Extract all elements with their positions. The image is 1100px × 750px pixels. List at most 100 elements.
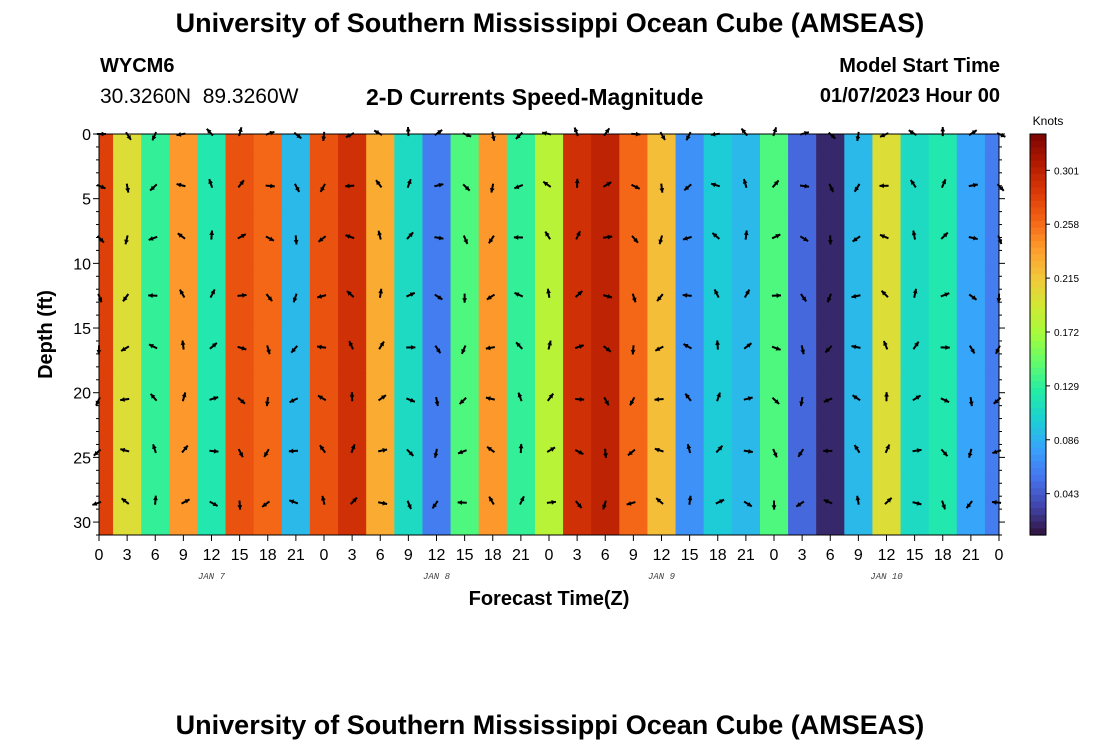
- current-arrow: [800, 293, 808, 302]
- x-tick-label: 15: [681, 547, 699, 564]
- current-arrow: [602, 294, 613, 299]
- heat-cell: [591, 134, 620, 161]
- colorbar-segment: [1030, 180, 1046, 189]
- current-arrow: [176, 182, 186, 188]
- x-tick-label: 15: [456, 547, 474, 564]
- current-arrow: [544, 231, 551, 240]
- current-arrow: [965, 500, 973, 509]
- current-arrow: [603, 448, 608, 458]
- current-arrow: [655, 497, 664, 505]
- colorbar-segment: [1030, 240, 1046, 249]
- colorbar-segment: [1030, 361, 1046, 369]
- current-arrow: [431, 500, 439, 509]
- heat-cell: [675, 266, 705, 323]
- current-arrow: [715, 340, 720, 350]
- heat-cell: [816, 476, 845, 536]
- current-arrow: [462, 235, 469, 245]
- current-arrow: [743, 230, 749, 240]
- current-arrow: [151, 131, 158, 141]
- x-tick-label: 12: [428, 547, 446, 564]
- x-tick-label: 3: [573, 547, 582, 564]
- colorbar-segment: [1030, 194, 1046, 202]
- current-arrow: [349, 392, 355, 402]
- heat-cell: [591, 266, 620, 323]
- heat-cell: [253, 266, 283, 323]
- heat-cell: [984, 476, 1000, 536]
- current-arrow: [799, 235, 809, 242]
- current-arrow: [627, 448, 636, 457]
- colorbar-segment: [1030, 174, 1046, 182]
- current-arrow: [771, 500, 777, 510]
- current-arrow: [968, 396, 974, 407]
- current-arrow: [406, 291, 416, 298]
- current-arrow: [683, 343, 692, 350]
- heat-cell: [956, 134, 986, 161]
- current-arrow: [237, 233, 247, 240]
- current-arrow: [237, 126, 243, 137]
- colorbar-tick-label: 0.215: [1054, 274, 1079, 285]
- heat-cell: [338, 134, 367, 161]
- heat-cell: [563, 134, 592, 161]
- heat-cell: [928, 211, 958, 268]
- current-arrow: [321, 495, 326, 505]
- x-tick-label: 0: [770, 547, 779, 564]
- y-tick-label: 5: [82, 192, 91, 209]
- current-arrow: [237, 500, 243, 510]
- current-arrow: [486, 293, 496, 301]
- y-tick-label: 10: [73, 256, 91, 273]
- current-arrow: [710, 182, 721, 188]
- heat-cell: [788, 266, 817, 323]
- current-arrow: [547, 340, 552, 350]
- y-tick-label: 0: [82, 127, 91, 144]
- current-arrow: [912, 341, 920, 350]
- colorbar-segment: [1030, 394, 1046, 402]
- heat-cell: [984, 159, 1000, 213]
- heat-cell: [478, 266, 508, 323]
- colorbar-segment: [1030, 387, 1046, 396]
- current-arrow: [968, 345, 976, 354]
- current-arrow: [518, 443, 524, 454]
- current-arrow: [406, 178, 412, 189]
- y-axis: 0 5 10 15 20 25 30: [73, 127, 1005, 536]
- colorbar-segment: [1030, 481, 1046, 489]
- heat-cell: [309, 476, 339, 536]
- x-tick-label: 15: [906, 547, 924, 564]
- current-arrow: [654, 447, 664, 453]
- colorbar-segment: [1030, 274, 1046, 282]
- heat-cell: [984, 373, 1000, 426]
- current-arrow: [350, 444, 356, 454]
- current-arrow: [542, 180, 552, 188]
- current-arrow: [486, 445, 496, 453]
- current-arrow: [795, 500, 805, 508]
- current-arrow: [771, 397, 780, 405]
- heat-cell: [619, 134, 648, 161]
- x-tick-label: 18: [259, 547, 277, 564]
- colorbar-segment: [1030, 281, 1046, 289]
- current-arrow: [148, 235, 158, 241]
- x-tick-label: 3: [798, 547, 807, 564]
- heat-cell: [394, 211, 423, 268]
- heat-cell: [675, 211, 705, 268]
- colorbar-segment: [1030, 327, 1046, 336]
- current-arrow: [261, 500, 271, 508]
- x-tick-label: 18: [934, 547, 952, 564]
- heat-cell: [338, 211, 367, 268]
- current-arrow: [346, 290, 355, 298]
- current-arrow: [345, 234, 355, 240]
- colorbar-tick-label: 0.086: [1054, 436, 1079, 447]
- current-arrow: [797, 448, 805, 458]
- heat-cell: [647, 134, 677, 161]
- x-tick-label: 9: [404, 547, 413, 564]
- current-arrow: [968, 182, 978, 188]
- current-arrow: [879, 233, 889, 240]
- colorbar-segment: [1030, 421, 1046, 429]
- heat-cell: [141, 266, 170, 323]
- colorbar-tick-label: 0.301: [1054, 166, 1079, 177]
- current-arrow: [626, 501, 636, 506]
- current-arrow: [629, 396, 636, 406]
- heat-cell: [647, 476, 677, 536]
- current-arrow: [288, 499, 299, 505]
- current-arrow: [853, 183, 861, 193]
- heat-cell: [338, 266, 367, 323]
- current-arrow: [514, 291, 524, 298]
